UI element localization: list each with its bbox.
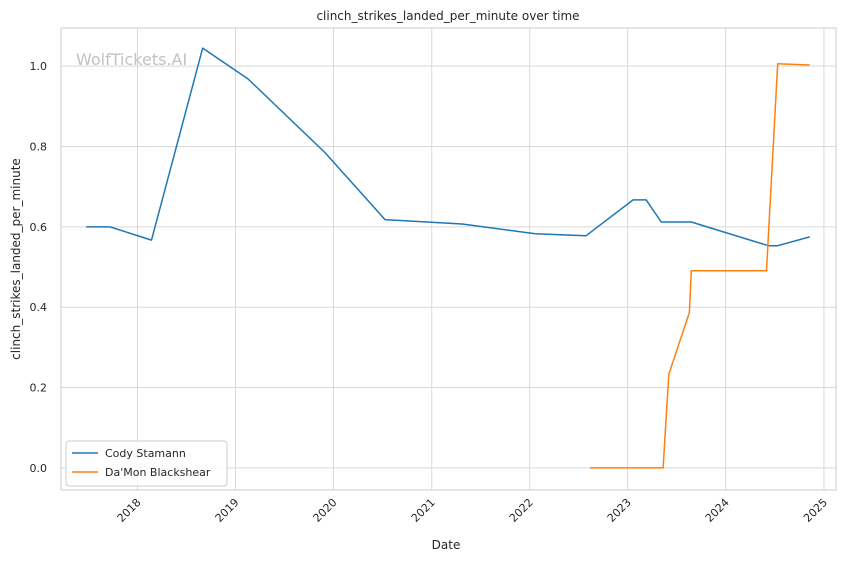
y-tick-labels: 0.0 0.2 0.4 0.6 0.8 1.0 [30, 60, 48, 475]
y-tick-label: 1.0 [30, 60, 48, 73]
legend-box [65, 440, 228, 487]
y-tick-label: 0.8 [30, 141, 48, 154]
legend-label-damon-blackshear: Da'Mon Blackshear [105, 466, 211, 479]
legend-label-cody-stamann: Cody Stamann [105, 447, 186, 460]
y-axis-label: clinch_strikes_landed_per_minute [9, 158, 23, 360]
x-axis-label: Date [432, 538, 461, 552]
legend: Cody Stamann Da'Mon Blackshear [65, 440, 228, 487]
y-tick-label: 0.4 [30, 301, 48, 314]
watermark: WolfTickets.AI [76, 50, 187, 69]
y-tick-label: 0.0 [30, 462, 48, 475]
y-tick-label: 0.2 [30, 382, 48, 395]
series-line-da-mon-blackshear [589, 63, 810, 469]
series-lines [86, 47, 810, 469]
y-tick-label: 0.6 [30, 221, 48, 234]
chart-title: clinch_strikes_landed_per_minute over ti… [316, 9, 579, 23]
series-line-cody-stamann [86, 47, 810, 247]
plot-frame [60, 27, 837, 491]
